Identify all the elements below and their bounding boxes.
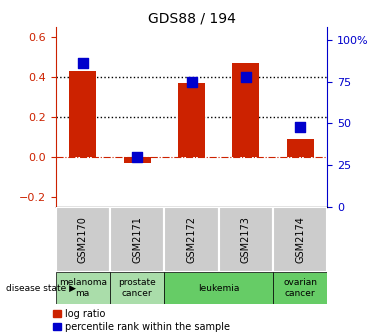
Bar (56, 207, 110, 272)
Legend: log ratio, percentile rank within the sample: log ratio, percentile rank within the sa… (53, 309, 231, 332)
Point (243, 74, 249, 80)
Text: disease state ▶: disease state ▶ (6, 284, 76, 293)
Point (297, 124, 303, 129)
Bar (273, 207, 327, 272)
Text: GSM2173: GSM2173 (241, 216, 251, 263)
Bar (110, 207, 164, 272)
Text: GSM2172: GSM2172 (187, 216, 196, 263)
Bar (164, 207, 219, 272)
Bar (164, 272, 273, 304)
Bar (178, 83, 205, 157)
Text: GSM2170: GSM2170 (78, 216, 88, 263)
Bar (219, 207, 273, 272)
Point (80, 61, 86, 66)
Text: GSM2174: GSM2174 (295, 216, 305, 263)
Text: GSM2171: GSM2171 (132, 216, 142, 263)
Bar (56, 272, 110, 304)
Bar (123, 157, 151, 163)
Text: leukemia: leukemia (198, 284, 239, 293)
Point (188, 79, 195, 84)
Text: ovarian
cancer: ovarian cancer (283, 279, 317, 298)
Bar (273, 272, 327, 304)
Point (134, 154, 140, 159)
Text: GDS88 / 194: GDS88 / 194 (147, 12, 236, 26)
Text: prostate
cancer: prostate cancer (118, 279, 156, 298)
Bar (110, 272, 164, 304)
Text: melanoma
ma: melanoma ma (59, 279, 107, 298)
Bar (232, 63, 259, 157)
Bar (69, 71, 96, 157)
Bar (286, 139, 314, 157)
